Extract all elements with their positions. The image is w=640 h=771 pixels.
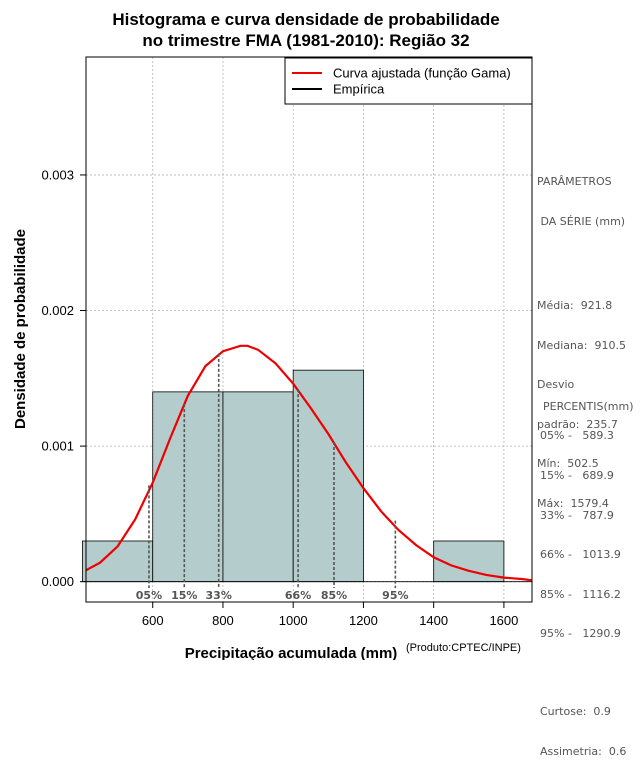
histogram-bar-2 — [222, 391, 294, 583]
x-tick-label-4: 1400 — [419, 613, 448, 628]
legend-label-fitted: Curva ajustada (função Gama) — [333, 66, 511, 81]
stat-padrao: padrão: 235.7 — [537, 417, 618, 431]
y-axis-label: Densidade de probabilidade — [12, 229, 29, 429]
stats-panel: PARÂMETROS DA SÉRIE (mm) Média: 921.8 Me… — [537, 149, 626, 523]
histogram-bar-1 — [152, 391, 224, 583]
percentile-label-2: 33% — [206, 589, 232, 602]
x-axis-label: Precipitação acumulada (mm) — [185, 645, 398, 660]
stat-desvio: Desvio — [537, 378, 575, 392]
x-tick-label-2: 1000 — [279, 613, 308, 628]
percentile-label-5: 95% — [382, 589, 408, 602]
legend: Curva ajustada (função Gama) Empírica — [284, 57, 533, 105]
y-tick-label-1: 0.001 — [41, 439, 74, 454]
fitted-curve-layer — [86, 344, 532, 582]
percentile-label-4: 85% — [321, 589, 347, 602]
chart-title-line-2: no trimestre FMA (1981-2010): Região 32 — [142, 31, 469, 50]
percentile-panel: PERCENTIS(mm) — [543, 374, 634, 427]
stats-heading-line-1: PARÂMETROS — [537, 175, 612, 189]
stats-heading-line-2: DA SÉRIE (mm) — [537, 215, 626, 229]
histogram-chart: 05% 15% 33% 66% 85% 95% 600 800 1000 1200 1400 160… — [12, 10, 533, 660]
percentile-label-0: 05% — [136, 589, 162, 602]
percentile-33: 33% - 787.9 — [540, 508, 614, 522]
legend-label-empirical: Empírica — [333, 82, 385, 97]
percentile-05: 05% - 589.3 — [540, 429, 614, 443]
y-tick-label-3: 0.003 — [41, 167, 74, 182]
histogram-bar-5 — [433, 540, 505, 583]
percentile-values: 05% - 589.3 15% - 689.9 33% - 787.9 66% … — [540, 403, 626, 771]
percentile-label-3: 66% — [285, 589, 311, 602]
percentile-label-1: 15% — [171, 589, 197, 602]
fitted-curve-line — [86, 344, 532, 582]
percentile-66: 66% - 1013.9 — [540, 548, 621, 562]
legend-box — [284, 57, 533, 105]
stat-media: Média: 921.8 — [537, 299, 613, 313]
stat-max: Máx: 1579.4 — [537, 497, 609, 511]
y-tick-label-2: 0.002 — [41, 303, 74, 318]
percentile-85: 85% - 1116.2 — [540, 587, 621, 601]
x-tick-label-3: 1200 — [349, 613, 378, 628]
percentile-markers: 05% 15% 33% 66% 85% 95% — [136, 353, 409, 602]
x-tick-label-0: 600 — [142, 613, 164, 628]
stat-curtose: Curtose: 0.9 — [540, 705, 611, 719]
stat-assimetria: Assimetria: 0.6 — [540, 745, 627, 759]
y-tick-label-0: 0.000 — [41, 574, 74, 589]
percentile-heading: PERCENTIS(mm) — [543, 400, 634, 414]
percentile-15: 15% - 689.9 — [540, 469, 614, 483]
stat-mediana: Mediana: 910.5 — [537, 338, 626, 352]
plot-frame — [85, 56, 533, 603]
credit-label: (Produto:CPTEC/INPE) — [406, 642, 521, 654]
histogram-bars — [82, 369, 532, 583]
grid-lines — [86, 57, 532, 602]
percentile-95: 95% - 1290.9 — [540, 627, 621, 641]
x-tick-label-5: 1600 — [489, 613, 518, 628]
stat-min: Mín: 502.5 — [537, 457, 599, 471]
histogram-bar-3 — [292, 369, 364, 583]
axes: 600 800 1000 1200 1400 1600 0.000 0.001 0.002 0.0… — [41, 167, 518, 628]
x-tick-label-1: 800 — [212, 613, 234, 628]
chart-title-line-1: Histograma e curva densidade de probabil… — [112, 10, 499, 29]
